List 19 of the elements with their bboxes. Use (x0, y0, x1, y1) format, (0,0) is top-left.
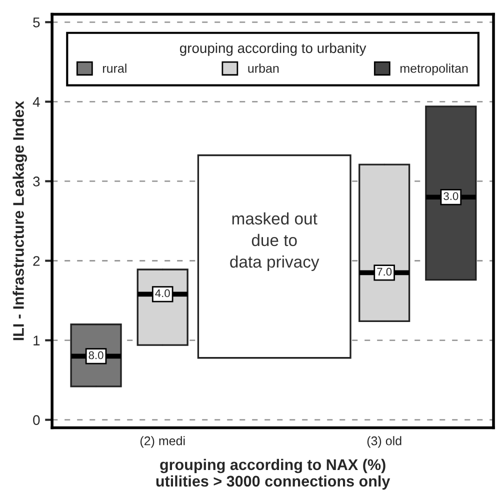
y-tick-label: 1 (34, 336, 40, 346)
x-tick-label: (3) old (367, 436, 402, 448)
text: 8.0 (88, 351, 104, 360)
y-tick-label: 4 (32, 97, 40, 107)
x-axis-title: grouping according to NAX (%) utilities > 3000 connections only (156, 458, 390, 490)
annotation: masked out due to data privacy (230, 212, 320, 272)
y-tick-label: 3 (33, 176, 40, 186)
y-axis-title: ILI - Infrastructure Leakage Index (12, 100, 27, 340)
legend-label: rural (102, 64, 126, 73)
text: 4.0 (155, 289, 170, 298)
y-tick-label: 2 (33, 256, 40, 266)
legend-label: urban (248, 64, 279, 73)
legend-label: metropolitan (400, 64, 468, 76)
legend-title: grouping according to urbanity (180, 42, 366, 56)
text: 7.0 (377, 268, 392, 276)
y-tick-label: 0 (33, 415, 40, 425)
x-tick-label: (2) medi (140, 436, 185, 448)
y-tick-label: 5 (33, 18, 40, 28)
text: 3.0 (444, 192, 458, 200)
